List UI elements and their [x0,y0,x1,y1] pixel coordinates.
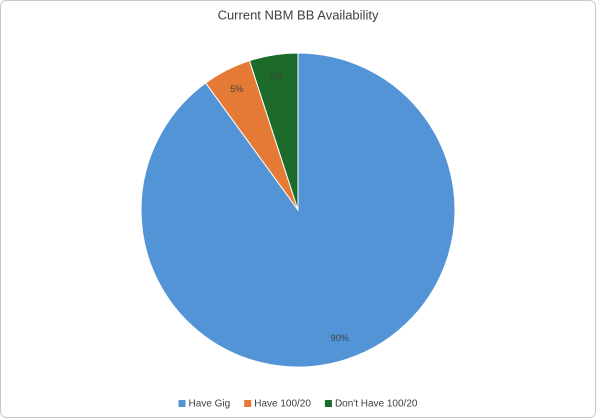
chart-title: Current NBM BB Availability [218,7,379,22]
data-label: 90% [331,333,349,343]
legend-swatch [178,400,186,407]
legend-label: Have Gig [189,399,231,410]
legend-label: Have 100/20 [254,399,311,410]
legend-swatch [324,400,332,407]
pie-slice [248,52,299,211]
legend-swatch [244,400,252,407]
legend-label: Don't Have 100/20 [335,399,418,410]
data-label: 5% [230,84,243,94]
data-label: 5% [270,71,283,81]
